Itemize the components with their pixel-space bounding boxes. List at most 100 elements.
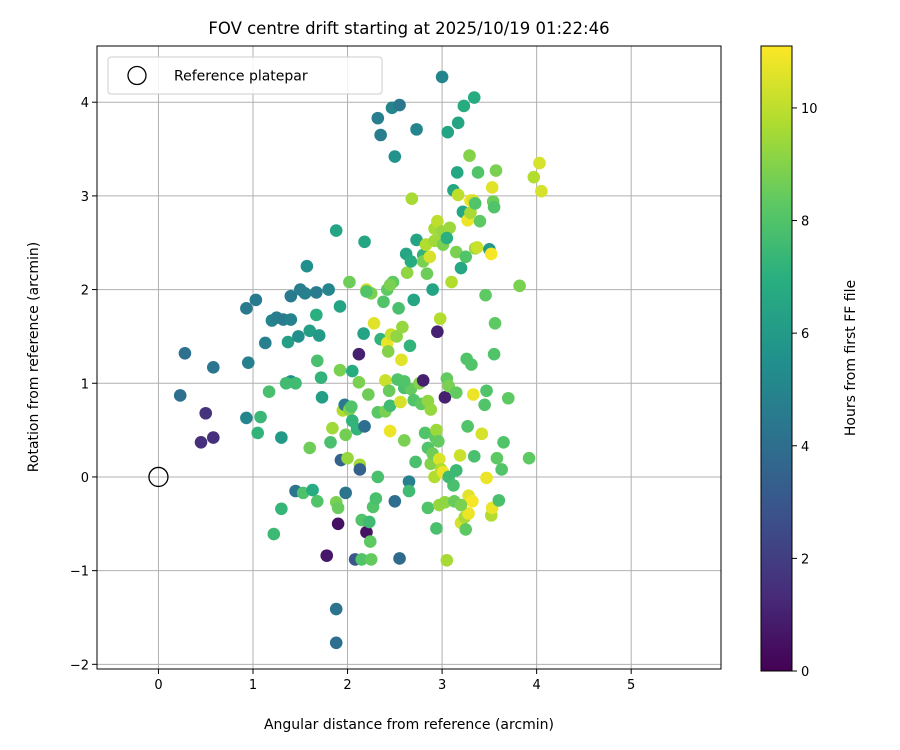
- data-point: [462, 507, 475, 520]
- data-point: [473, 214, 487, 228]
- data-point: [310, 286, 323, 299]
- data-point: [364, 553, 378, 566]
- data-point: [430, 522, 443, 535]
- data-point: [480, 384, 493, 398]
- data-point: [454, 498, 468, 512]
- data-point: [352, 376, 366, 389]
- data-point: [438, 391, 452, 404]
- data-point: [284, 313, 298, 326]
- data-point: [383, 399, 397, 413]
- data-point: [487, 200, 501, 214]
- data-point: [464, 206, 477, 220]
- data-point: [240, 302, 253, 315]
- data-point: [343, 275, 356, 289]
- data-point: [251, 426, 265, 440]
- data-point: [362, 388, 375, 401]
- data-point: [360, 285, 373, 298]
- data-point: [383, 424, 397, 438]
- x-tick-label: 2: [343, 678, 351, 693]
- data-point: [431, 214, 444, 228]
- data-point: [461, 420, 474, 433]
- data-point: [450, 166, 464, 179]
- data-point: [315, 391, 329, 404]
- data-point: [329, 224, 343, 237]
- colorbar-tick-label: 8: [801, 215, 809, 230]
- data-point: [468, 197, 482, 210]
- data-point: [440, 231, 454, 245]
- data-point: [438, 495, 452, 509]
- grid: [97, 46, 721, 669]
- data-point: [324, 435, 337, 449]
- data-point: [410, 233, 423, 247]
- data-point: [329, 636, 343, 650]
- data-point: [475, 427, 489, 441]
- data-point: [355, 553, 369, 566]
- colorbar-tick-label: 0: [801, 665, 809, 680]
- data-point: [381, 345, 395, 358]
- data-point: [432, 435, 445, 448]
- data-point: [402, 484, 416, 498]
- data-point: [329, 602, 343, 616]
- colorbar: 0 2 4 6 8 10 Hours from first FF file: [760, 45, 859, 680]
- data-point: [345, 400, 358, 413]
- data-point: [284, 289, 298, 303]
- data-point: [310, 308, 323, 322]
- data-point: [467, 450, 481, 463]
- legend: Reference platepar: [107, 56, 383, 95]
- data-point: [249, 293, 263, 307]
- data-point: [451, 116, 465, 130]
- data-point: [312, 329, 326, 342]
- data-point: [527, 170, 541, 184]
- legend-marker: [127, 65, 147, 86]
- y-tick-label: 4: [81, 96, 89, 111]
- data-point: [535, 184, 548, 198]
- data-point: [424, 403, 438, 416]
- data-point: [445, 275, 458, 289]
- data-point: [426, 283, 439, 296]
- data-point: [400, 266, 414, 280]
- data-point: [470, 241, 484, 254]
- x-tick-label: 0: [154, 678, 162, 693]
- data-point: [397, 434, 411, 447]
- data-point: [404, 255, 418, 268]
- colorbar-tick-label: 2: [801, 552, 809, 567]
- data-point: [199, 406, 213, 420]
- data-point: [423, 250, 437, 264]
- data-point: [497, 435, 510, 449]
- data-points: [173, 70, 548, 650]
- data-point: [489, 164, 503, 177]
- data-point: [454, 261, 468, 275]
- data-point: [490, 451, 504, 465]
- data-point: [447, 479, 460, 492]
- y-tick-label: 2: [81, 284, 89, 299]
- data-point: [240, 411, 253, 425]
- data-point: [440, 554, 454, 567]
- colorbar-ticks: 0 2 4 6 8 10: [792, 102, 818, 680]
- data-point: [314, 371, 328, 384]
- data-point: [449, 386, 463, 399]
- data-point: [409, 455, 422, 469]
- data-point: [206, 361, 220, 374]
- data-point: [254, 410, 267, 424]
- data-point: [501, 391, 515, 405]
- data-point: [300, 259, 314, 273]
- data-point: [420, 267, 434, 280]
- reference-layer: [148, 466, 169, 488]
- data-point: [407, 293, 421, 307]
- data-point: [339, 486, 352, 500]
- data-point: [267, 527, 281, 541]
- x-tick-label: 4: [532, 678, 540, 693]
- data-point: [352, 347, 366, 361]
- data-point: [303, 324, 317, 338]
- x-tick-label: 5: [627, 678, 635, 693]
- data-point: [379, 374, 392, 387]
- data-point: [374, 128, 387, 142]
- y-tick-label: 0: [81, 471, 89, 486]
- data-point: [345, 414, 359, 428]
- data-point: [258, 336, 272, 350]
- colorbar-tick-label: 4: [801, 440, 809, 455]
- reference-marker: [148, 466, 169, 488]
- data-point: [488, 317, 502, 330]
- data-point: [478, 398, 491, 412]
